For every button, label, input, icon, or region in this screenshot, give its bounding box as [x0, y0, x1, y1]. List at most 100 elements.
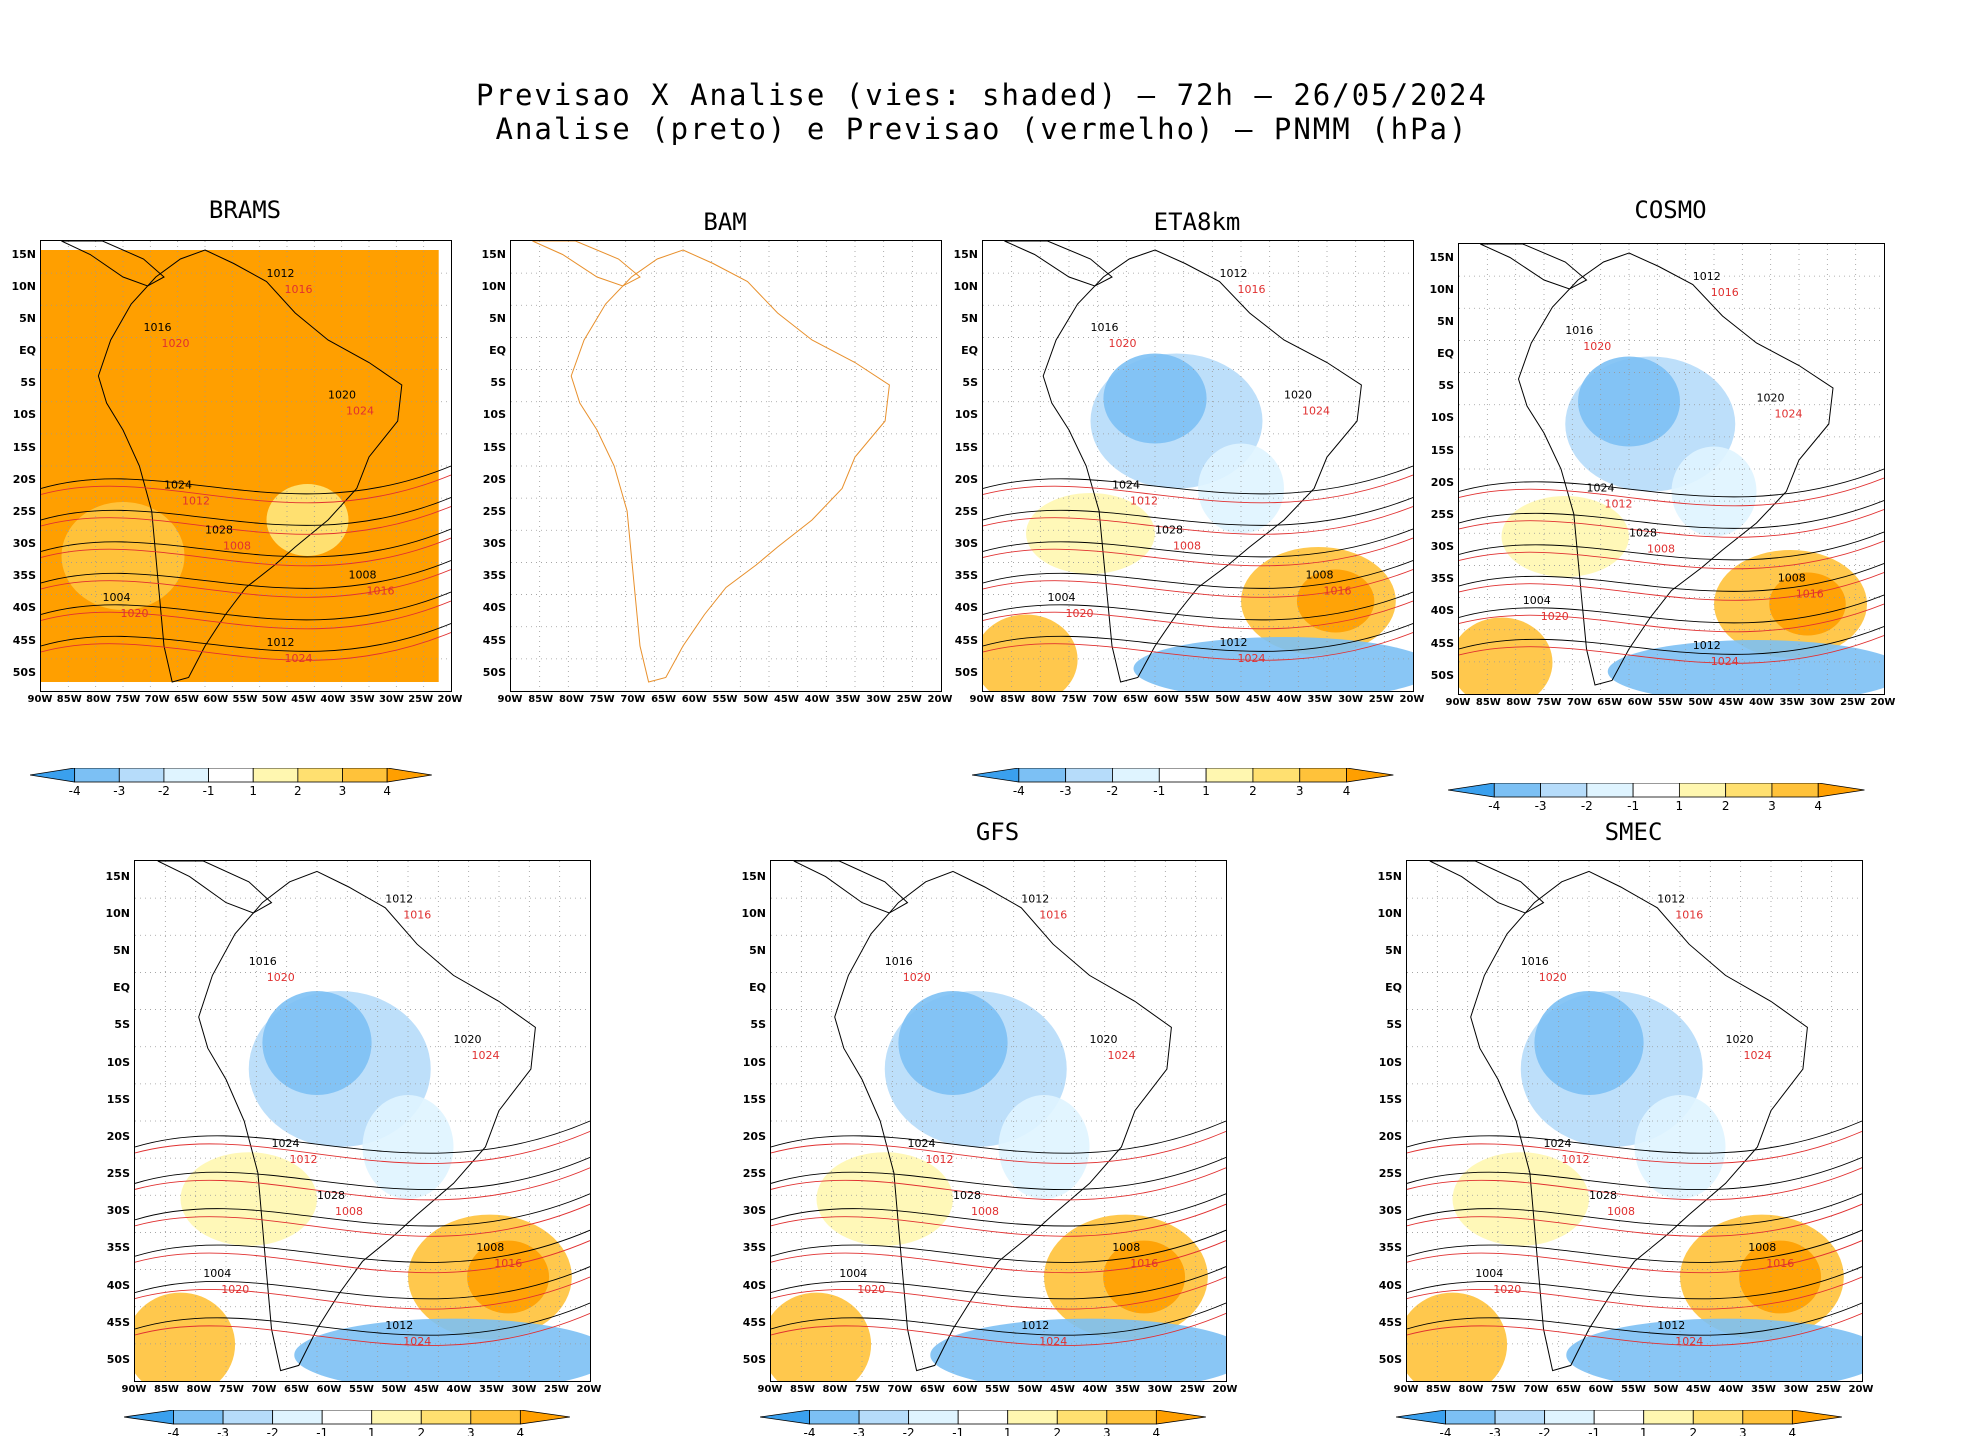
lon-tick-label: 30W — [1783, 1384, 1809, 1395]
lon-tick-label: 40W — [446, 1384, 472, 1395]
lon-tick-label: 55W — [1184, 694, 1210, 705]
lon-tick-label: 35W — [1779, 697, 1805, 708]
colorbar-swatch — [1586, 782, 1634, 798]
lon-tick-label: 25W — [1180, 1384, 1205, 1395]
colorbar-label: -3 — [217, 1426, 230, 1436]
isobar-label-black: 1016 — [249, 955, 277, 968]
lat-tick-label: 35S — [954, 569, 978, 583]
isobar-forecast — [41, 474, 451, 504]
lon-tick-label: 55W — [232, 694, 258, 705]
colorbar-label: -1 — [316, 1426, 329, 1436]
lon-tick-label: 80W — [558, 694, 584, 705]
coastline — [1042, 249, 1362, 683]
isobar-forecast — [983, 474, 1413, 504]
isobar-analysis — [1459, 531, 1884, 561]
lon-tick-label: 70W — [887, 1384, 913, 1395]
lat-tick-label: 15N — [953, 247, 978, 261]
bias-shading — [1671, 446, 1757, 537]
lat-tick-label: 10S — [1378, 1055, 1402, 1069]
colorbar-swatch — [1252, 767, 1301, 783]
isobar-analysis — [771, 1156, 1226, 1191]
isobar-label-black: 1012 — [1220, 267, 1248, 280]
lat-tick-label: EQ — [1385, 981, 1402, 995]
map-plot: 1012 1016 1016 1020 1020 1024 1024 1012 1028 1008… — [135, 861, 590, 1381]
colorbar-label: 1 — [1003, 1426, 1012, 1436]
lon-tick-label: 35W — [1751, 1384, 1776, 1395]
lon-tick-label: 85W — [1426, 1384, 1451, 1395]
lon-tick-label: 35W — [1115, 1384, 1140, 1395]
isobar-forecast — [1407, 1167, 1862, 1201]
isobar-label-black: 1016 — [885, 955, 913, 968]
lon-tick-label: 50W — [381, 1384, 407, 1395]
colorbar-swatch — [809, 1409, 860, 1425]
lat-tick-label: 10S — [12, 408, 36, 422]
lat-tick-label: 35S — [106, 1241, 130, 1255]
lat-tick-label: 5N — [1385, 943, 1402, 957]
coastline — [532, 241, 641, 287]
colorbar-label: -4 — [803, 1426, 816, 1436]
lat-tick-label: 5N — [1437, 314, 1454, 328]
isobar-label-red: 1016 — [1238, 283, 1266, 296]
lon-tick-label: 80W — [186, 1384, 212, 1395]
isobar-label-red: 1012 — [1130, 495, 1158, 508]
bias-shading — [262, 991, 372, 1095]
isobar-label-black: 1028 — [1589, 1189, 1617, 1202]
lon-tick-label: 45W — [1245, 694, 1271, 705]
isobar-analysis — [135, 1156, 590, 1191]
coastline — [834, 870, 1172, 1372]
lon-tick-label: 55W — [985, 1384, 1010, 1395]
isobar-analysis — [135, 1266, 590, 1300]
lon-tick-label: 50W — [743, 694, 769, 705]
lat-tick-label: 5S — [750, 1018, 766, 1032]
lat-tick-label: 35S — [12, 569, 36, 583]
colorbar-swatch — [1678, 782, 1727, 798]
colorbar-label: 1 — [249, 784, 258, 798]
colorbar — [29, 767, 432, 783]
lat-tick-label: EQ — [749, 981, 766, 995]
lat-tick-label: 10S — [1430, 411, 1454, 425]
lat-tick-label: 35S — [1378, 1241, 1402, 1255]
isobar-analysis — [41, 560, 451, 589]
lon-tick-label: 85W — [154, 1384, 179, 1395]
isobar-label-black: 1016 — [1521, 955, 1549, 968]
isobar-label-black: 1004 — [1048, 591, 1076, 604]
isobar-forecast — [771, 1203, 1226, 1237]
lon-tick-label: 45W — [1050, 1384, 1075, 1395]
colorbar-label: 2 — [1249, 784, 1257, 798]
colorbar-swatch — [420, 1409, 472, 1425]
colorbar-wrap — [29, 767, 452, 788]
colorbar-swatch — [1346, 767, 1394, 783]
isobar-analysis — [983, 623, 1413, 652]
colorbar-swatch — [1632, 782, 1680, 798]
lon-tick-label: 30W — [866, 694, 892, 705]
lon-tick-label: 90W — [1445, 697, 1471, 708]
isobar-analysis — [41, 528, 451, 558]
lon-tick-label: 25W — [1840, 697, 1866, 708]
lat-tick-label: 25S — [106, 1167, 130, 1181]
isobar-label-black: 1024 — [1112, 479, 1140, 492]
lon-tick-label: 60W — [1588, 1384, 1614, 1395]
lat-tick-label: 50S — [12, 665, 36, 679]
colorbar-swatch — [321, 1409, 373, 1425]
colorbar-swatch — [470, 1409, 521, 1425]
lon-tick-label: 85W — [56, 694, 82, 705]
lat-tick-label: EQ — [113, 981, 130, 995]
colorbar-wrap — [759, 1409, 1226, 1430]
lon-tick-label: 40W — [1276, 694, 1302, 705]
isobar-label-red: 1012 — [926, 1153, 954, 1166]
lon-tick-label: 20W — [437, 694, 463, 705]
lat-tick-label: 10N — [953, 279, 978, 293]
lon-tick-label: 35W — [479, 1384, 504, 1395]
lon-tick-label: 55W — [1658, 697, 1683, 708]
colorbar-label: 4 — [1788, 1426, 1797, 1436]
lat-tick-label: 5N — [961, 311, 978, 325]
isobar-label-red: 1008 — [1173, 540, 1201, 553]
isobar-forecast — [1407, 1130, 1862, 1164]
isobar-label-black: 1020 — [1726, 1033, 1754, 1046]
isobar-label-black: 1012 — [1021, 1319, 1049, 1332]
map-plot: 1012 1016 1016 1020 1020 1024 1024 1012 1028 1008… — [41, 241, 451, 691]
lon-tick-label: 90W — [27, 694, 53, 705]
isobar-label-red: 1016 — [1711, 286, 1739, 299]
lat-tick-label: 15S — [1378, 1092, 1402, 1106]
isobar-forecast — [135, 1130, 590, 1164]
